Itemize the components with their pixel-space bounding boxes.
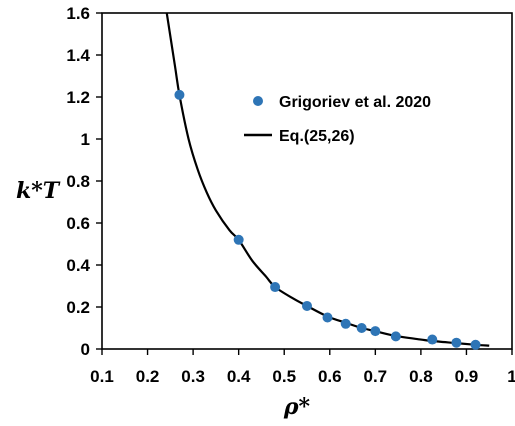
svg-text:k*T: k*T (16, 178, 61, 204)
data-point-7 (370, 326, 381, 337)
data-point-0 (174, 89, 185, 100)
y-axis-label-base: k*T (16, 178, 61, 204)
data-point-10 (451, 337, 462, 348)
y-tick-label-2: 0.4 (66, 256, 90, 275)
data-point-9 (427, 334, 438, 345)
fit-curve (165, 13, 490, 347)
legend-label-line: Eq.(25,26) (279, 128, 355, 145)
data-point-3 (302, 300, 312, 311)
legend-marker-scatter (253, 96, 263, 106)
y-tick-label-5: 1 (81, 130, 90, 149)
x-tick-label-3: 0.4 (227, 367, 251, 386)
x-tick-label-9: 1 (507, 367, 515, 386)
y-tick-label-0: 0 (81, 340, 90, 359)
data-point-11 (470, 339, 481, 350)
x-tick-label-0: 0.1 (90, 367, 114, 386)
y-tick-label-7: 1.4 (66, 46, 90, 65)
data-point-8 (390, 331, 401, 342)
x-tick-label-4: 0.5 (272, 367, 296, 386)
plot-frame (101, 12, 513, 350)
x-axis-label: ρ* (283, 394, 311, 420)
x-tick-label-1: 0.2 (136, 367, 160, 386)
x-tick-label-8: 0.9 (455, 367, 479, 386)
y-tick-label-3: 0.6 (66, 214, 90, 233)
x-tick-label-2: 0.3 (181, 367, 205, 386)
x-tick-label-5: 0.6 (318, 367, 342, 386)
data-point-1 (233, 234, 244, 245)
y-axis-label: k*T (16, 178, 61, 204)
x-tick-label-7: 0.8 (409, 367, 433, 386)
data-point-5 (340, 318, 351, 329)
data-point-4 (322, 312, 333, 323)
y-tick-label-6: 1.2 (66, 88, 90, 107)
y-tick-label-4: 0.8 (66, 172, 90, 191)
y-tick-label-8: 1.6 (66, 4, 90, 23)
y-tick-label-1: 0.2 (66, 298, 90, 317)
legend-label-scatter: Grigoriev et al. 2020 (279, 94, 431, 111)
x-tick-label-6: 0.7 (364, 367, 388, 386)
data-point-2 (270, 282, 281, 293)
data-point-6 (356, 323, 367, 333)
